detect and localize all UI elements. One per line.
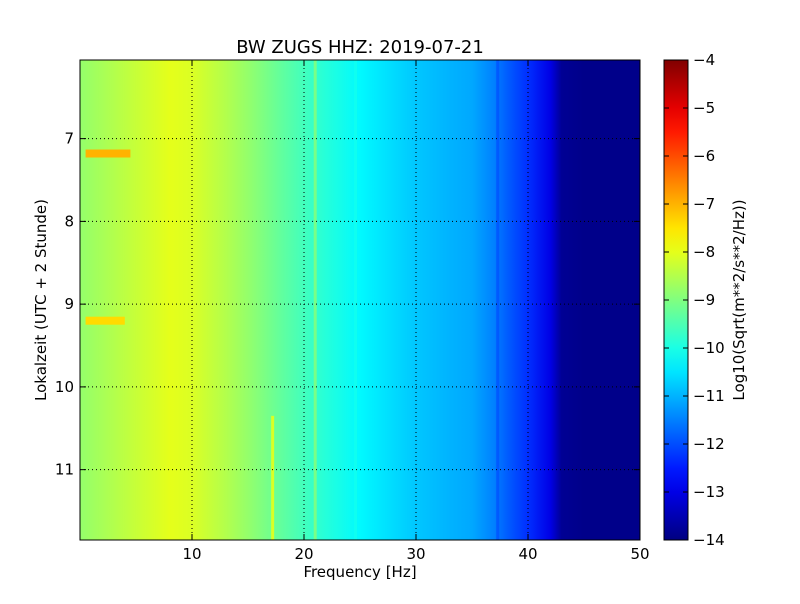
grid-lines xyxy=(80,60,640,540)
colorbar-tick-label: −4 xyxy=(693,51,715,69)
plot-frame xyxy=(79,59,641,541)
x-tick-label: 50 xyxy=(630,545,649,563)
colorbar-tick-label: −5 xyxy=(693,99,715,117)
feature-band-0 xyxy=(85,149,131,158)
colorbar-label: Log10(Sqrt(m**2/s**2/Hz)) xyxy=(730,199,748,400)
feature-line-5 xyxy=(354,60,358,540)
feature-line-4 xyxy=(496,60,500,540)
y-axis-ticks: 7 8 9 10 11 xyxy=(55,130,640,479)
y-tick-label: 10 xyxy=(55,378,74,396)
y-tick-label: 9 xyxy=(64,295,74,313)
feature-band-1 xyxy=(85,316,125,325)
feature-line-3 xyxy=(313,60,317,540)
colorbar-tick-label: −14 xyxy=(693,531,725,549)
colorbar-tick-label: −7 xyxy=(693,195,715,213)
colorbar-tick-label: −8 xyxy=(693,243,715,261)
colorbar-tick-label: −10 xyxy=(693,339,725,357)
colorbar-tick-label: −11 xyxy=(693,387,725,405)
y-tick-label: 11 xyxy=(55,461,74,479)
chart-title: BW ZUGS HHZ: 2019-07-21 xyxy=(236,37,484,58)
heatmap-area xyxy=(80,60,640,540)
colorbar-tick-label: −12 xyxy=(693,435,725,453)
x-axis-ticks: 10 20 30 40 50 xyxy=(182,60,650,563)
colorbar-tick-label: −6 xyxy=(693,147,715,165)
colorbar-tick-label: −13 xyxy=(693,483,725,501)
x-axis-label: Frequency [Hz] xyxy=(303,563,416,581)
x-tick-label: 20 xyxy=(294,545,313,563)
colorbar-tick-label: −9 xyxy=(693,291,715,309)
feature-line-2 xyxy=(271,415,275,540)
spectrogram-background xyxy=(80,60,640,540)
x-tick-label: 10 xyxy=(182,545,201,563)
x-tick-label: 40 xyxy=(518,545,537,563)
y-tick-label: 7 xyxy=(64,130,74,148)
colorbar-ticks: −4 −5 −6 −7 −8 −9 −10 −11 −12 −13 −14 xyxy=(664,51,725,549)
y-axis-label: Lokalzeit (UTC + 2 Stunde) xyxy=(32,199,50,401)
x-tick-label: 30 xyxy=(406,545,425,563)
y-tick-label: 8 xyxy=(64,212,74,230)
